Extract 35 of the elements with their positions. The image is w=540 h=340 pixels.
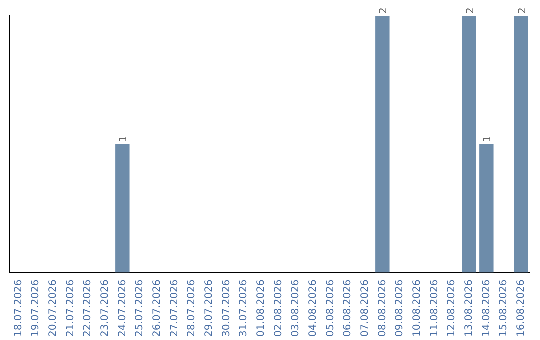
x-tick-label: 25.07.2026 bbox=[134, 280, 146, 338]
x-tick-label: 30.07.2026 bbox=[221, 280, 232, 338]
x-tick-label: 11.08.2026 bbox=[429, 280, 440, 338]
x-tick-label: 10.08.2026 bbox=[412, 280, 423, 338]
x-tick-label: 18.07.2026 bbox=[13, 280, 24, 338]
x-tick-label: 24.07.2026 bbox=[117, 280, 128, 338]
x-tick-label: 07.08.2026 bbox=[360, 280, 371, 338]
x-tick-label: 12.08.2026 bbox=[446, 280, 458, 338]
data-label: 2 bbox=[465, 8, 476, 14]
x-tick-label: 28.07.2026 bbox=[186, 280, 198, 338]
x-tick-label: 05.08.2026 bbox=[325, 280, 336, 338]
x-tick-label: 03.08.2026 bbox=[290, 280, 302, 338]
x-tick-label: 01.08.2026 bbox=[256, 280, 267, 338]
x-tick-label: 13.08.2026 bbox=[464, 280, 475, 338]
data-label: 1 bbox=[482, 136, 494, 142]
x-tick-label: 20.07.2026 bbox=[48, 280, 59, 338]
x-tick-label: 15.08.2026 bbox=[498, 280, 510, 338]
x-tick-label: 06.08.2026 bbox=[342, 280, 354, 338]
x-tick-label: 16.08.2026 bbox=[516, 280, 527, 338]
data-label: 1 bbox=[118, 136, 130, 142]
x-tick-label: 04.08.2026 bbox=[308, 280, 319, 338]
x-tick-label: 23.07.2026 bbox=[100, 280, 111, 338]
data-label: 2 bbox=[378, 8, 390, 14]
x-tick-label: 14.08.2026 bbox=[481, 280, 492, 338]
x-tick-label: 29.07.2026 bbox=[204, 280, 215, 338]
x-tick-label: 27.07.2026 bbox=[169, 280, 180, 338]
x-tick-label: 21.07.2026 bbox=[65, 280, 76, 338]
x-tick-label: 31.07.2026 bbox=[238, 280, 250, 338]
x-tick-label: 09.08.2026 bbox=[394, 280, 406, 338]
data-label: 2 bbox=[517, 8, 528, 14]
x-tick-label: 26.07.2026 bbox=[152, 280, 163, 338]
x-tick-label: 08.08.2026 bbox=[377, 280, 388, 338]
x-tick-label: 19.07.2026 bbox=[30, 280, 42, 338]
x-tick-label: 22.07.2026 bbox=[82, 280, 94, 338]
x-tick-label: 02.08.2026 bbox=[273, 280, 284, 338]
